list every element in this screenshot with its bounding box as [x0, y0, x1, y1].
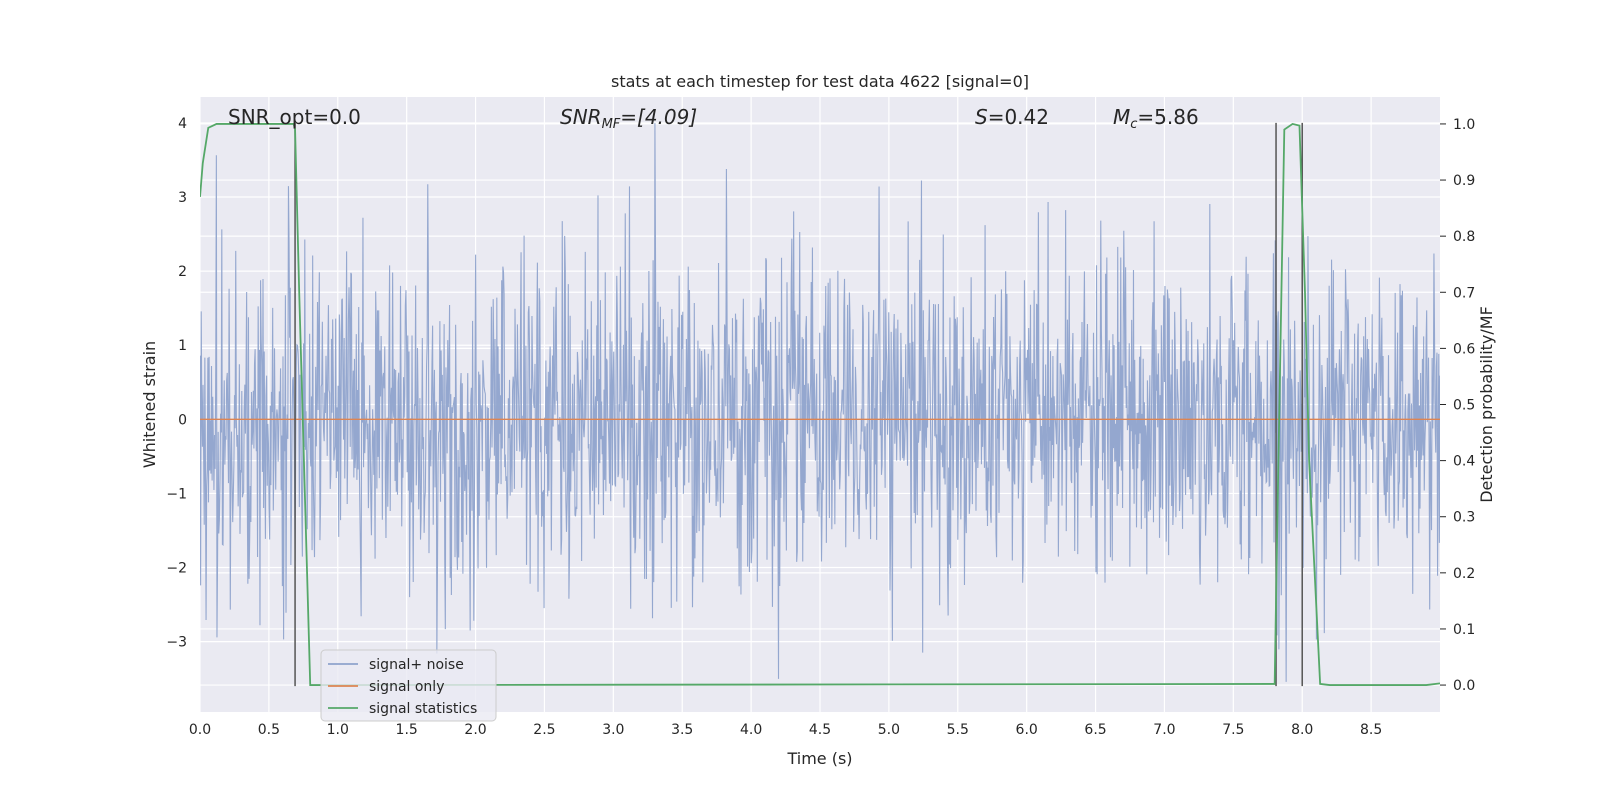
annotation-snr-mf: SNRMF=[4.09]: [560, 105, 697, 132]
y-tick-label: 3: [178, 190, 187, 206]
y-tick-label: 0: [178, 412, 187, 428]
x-tick-label: 5.5: [947, 722, 969, 738]
y-right-tick-label: 0.4: [1453, 454, 1475, 470]
annotation-s-stat: S=0.42: [975, 105, 1049, 129]
x-tick-label: 2.5: [533, 722, 555, 738]
y-right-tick-label: 0.9: [1453, 173, 1475, 189]
annotation-mc-value: =5.86: [1137, 105, 1198, 129]
y-axis-label: Whitened strain: [140, 341, 159, 468]
y-tick-label: 1: [178, 338, 187, 354]
x-tick-label: 4.0: [740, 722, 762, 738]
annotation-s-symbol: S: [975, 105, 988, 129]
x-tick-label: 8.0: [1291, 722, 1313, 738]
annotation-snr-mf-subscript: MF: [602, 117, 621, 132]
x-tick-label: 2.0: [464, 722, 486, 738]
legend-label-signal-statistics: signal statistics: [369, 701, 477, 717]
annotation-snr-opt: SNR_opt=0.0: [228, 105, 361, 129]
annotation-chirp-mass: Mc=5.86: [1113, 105, 1199, 132]
annotation-s-value: =0.42: [988, 105, 1049, 129]
x-tick-label: 6.0: [1016, 722, 1038, 738]
y-axis-right-ticks: 1.0 0.9 0.8 0.7 0.6 0.5 0.4 0.3 0.2 0.1 0.0: [1440, 117, 1475, 694]
y-right-tick-label: 0.2: [1453, 566, 1475, 582]
x-tick-label: 0.5: [258, 722, 280, 738]
x-tick-label: 7.5: [1222, 722, 1244, 738]
x-tick-label: 4.5: [809, 722, 831, 738]
x-tick-label: 6.5: [1084, 722, 1106, 738]
y-axis-right-label: Detection probability/MF: [1477, 306, 1496, 503]
y-right-tick-label: 0.5: [1453, 398, 1475, 414]
y-tick-label: 2: [178, 264, 187, 280]
x-tick-label: 0.0: [189, 722, 211, 738]
annotation-snr-mf-base: SNR: [560, 105, 602, 129]
y-tick-label: −3: [166, 635, 187, 651]
y-right-tick-label: 1.0: [1453, 117, 1475, 133]
legend-label-signal-plus-noise: signal+ noise: [369, 657, 464, 673]
x-tick-label: 1.0: [327, 722, 349, 738]
x-tick-label: 1.5: [396, 722, 418, 738]
y-right-tick-label: 0.3: [1453, 510, 1475, 526]
signal-statistics-line: [200, 122, 1440, 686]
x-tick-label: 8.5: [1360, 722, 1382, 738]
annotation-mc-subscript: c: [1130, 117, 1137, 132]
annotation-mc-symbol: M: [1113, 105, 1130, 129]
legend-label-signal-only: signal only: [369, 679, 444, 695]
plot-content: [200, 122, 1440, 687]
y-tick-label: −2: [166, 561, 187, 577]
legend-box: [320, 649, 497, 722]
y-right-tick-label: 0.1: [1453, 622, 1475, 638]
annotation-snr-mf-value: =[4.09]: [620, 105, 697, 129]
series-signal-statistics: [200, 122, 1440, 686]
y-right-tick-label: 0.0: [1453, 678, 1475, 694]
y-right-tick-label: 0.7: [1453, 285, 1475, 301]
legend: signal+ noise signal only signal statist…: [320, 649, 497, 722]
x-axis-ticks: 0.0 0.5 1.0 1.5 2.0 2.5 3.0 3.5 4.0 4.5 5.0 5.5 6.0 6…: [189, 722, 1382, 738]
chart-title: stats at each timestep for test data 462…: [611, 72, 1029, 91]
x-axis-label: Time (s): [786, 749, 852, 768]
x-tick-label: 3.5: [671, 722, 693, 738]
x-tick-label: 7.0: [1153, 722, 1175, 738]
y-tick-label: −1: [166, 486, 187, 502]
x-tick-label: 3.0: [602, 722, 624, 738]
signal-plus-noise-line: [200, 123, 1440, 682]
y-right-tick-label: 0.6: [1453, 341, 1475, 357]
y-right-tick-label: 0.8: [1453, 229, 1475, 245]
y-tick-label: 4: [178, 116, 187, 132]
x-tick-label: 5.0: [878, 722, 900, 738]
series-signal-plus-noise: [200, 123, 1440, 682]
y-axis-ticks: 4 3 2 1 0 −1 −2 −3: [166, 116, 187, 651]
